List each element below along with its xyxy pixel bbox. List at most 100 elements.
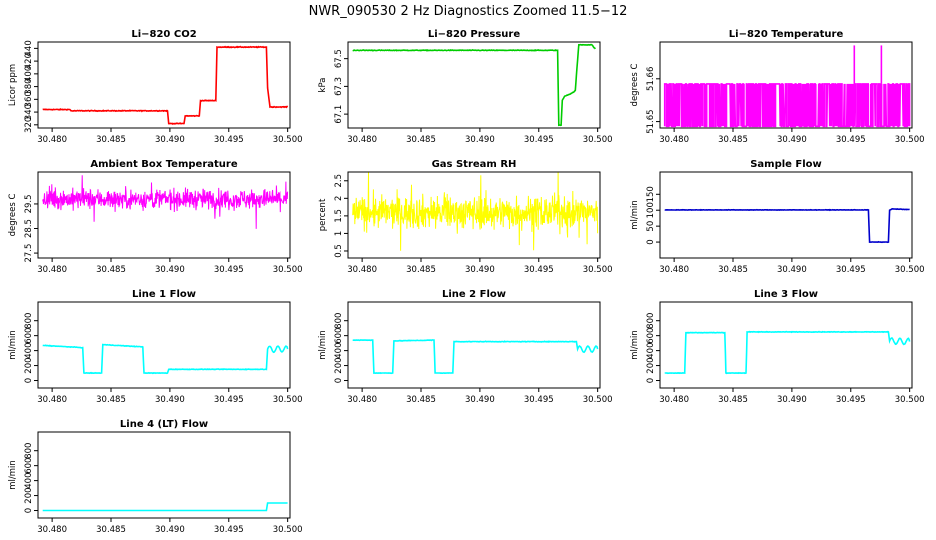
x-tick-label: 30.480 [347, 135, 377, 145]
x-tick-label: 30.495 [524, 265, 554, 275]
panel-title: Gas Stream RH [432, 159, 517, 170]
x-tick-label: 30.495 [836, 265, 866, 275]
x-tick-label: 30.480 [347, 265, 377, 275]
y-tick-label: 200 [24, 487, 34, 503]
x-tick-label: 30.490 [777, 395, 807, 405]
series-group [664, 207, 910, 244]
x-tick-label: 30.480 [659, 135, 689, 145]
series-line [42, 45, 289, 125]
y-tick-label: 200 [646, 357, 656, 373]
plot-frame [659, 171, 913, 259]
y-axis-label: ml/min [8, 330, 18, 360]
y-tick-label: 800 [646, 313, 656, 329]
y-tick-label: 2 [334, 196, 344, 201]
series-line [42, 175, 289, 229]
y-tick-label: 320 [24, 117, 34, 133]
y-tick-label: 0 [646, 239, 656, 244]
x-tick-label: 30.485 [718, 135, 748, 145]
y-tick-label: 67.1 [334, 105, 344, 124]
panel-li-820-co2: Li−820 CO2 30.480 30.485 30.490 30.495 30.500… [8, 29, 303, 145]
series-line [352, 339, 599, 375]
y-tick-label: 0 [646, 378, 656, 383]
y-tick-label: 27.5 [24, 244, 34, 263]
x-tick-label: 30.490 [155, 395, 185, 405]
figure-title: NWR_090530 2 Hz Diagnostics Zoomed 11.5−… [309, 4, 628, 19]
x-tick-label: 30.495 [836, 135, 866, 145]
plot-frame [37, 171, 291, 259]
x-tick-label: 30.500 [273, 265, 303, 275]
panel-title: Line 4 (LT) Flow [120, 419, 208, 430]
x-tick-label: 30.490 [465, 135, 495, 145]
x-tick-label: 30.480 [659, 395, 689, 405]
x-tick-label: 30.495 [524, 395, 554, 405]
series-group [42, 45, 289, 125]
series-group [352, 339, 599, 375]
x-tick-label: 30.500 [895, 135, 925, 145]
x-tick-label: 30.495 [214, 525, 244, 535]
y-tick-label: 360 [24, 91, 34, 107]
x-tick-label: 30.480 [37, 265, 67, 275]
y-tick-label: 67.3 [334, 77, 344, 96]
y-tick-label: 0.5 [334, 244, 344, 258]
y-axis-label: ml/min [8, 460, 18, 490]
y-axis-label: ml/min [630, 200, 640, 230]
y-tick-label: 0 [24, 508, 34, 513]
y-tick-label: 200 [334, 357, 344, 373]
x-tick-label: 30.500 [895, 395, 925, 405]
y-axis-label: degrees C [8, 194, 18, 237]
x-tick-label: 30.490 [777, 265, 807, 275]
y-tick-label: 800 [334, 313, 344, 329]
x-tick-label: 30.480 [37, 135, 67, 145]
panel-title: Line 3 Flow [754, 289, 818, 300]
panel-li-820-pressure: Li−820 Pressure 30.480 30.485 30.490 30.495 3… [318, 29, 613, 145]
x-tick-label: 30.480 [37, 395, 67, 405]
x-tick-label: 30.485 [718, 395, 748, 405]
panel-title: Li−820 Pressure [428, 29, 521, 40]
y-tick-label: 51.65 [646, 109, 656, 133]
x-tick-label: 30.485 [96, 135, 126, 145]
y-tick-label: 0 [24, 378, 34, 383]
x-tick-label: 30.500 [273, 525, 303, 535]
x-tick-label: 30.480 [659, 265, 689, 275]
y-tick-label: 380 [24, 78, 34, 94]
y-tick-label: 600 [334, 328, 344, 344]
x-tick-label: 30.490 [777, 135, 807, 145]
x-tick-label: 30.485 [406, 395, 436, 405]
y-tick-label: 28.5 [24, 219, 34, 238]
y-tick-label: 400 [24, 472, 34, 488]
x-tick-label: 30.500 [895, 265, 925, 275]
y-tick-label: 800 [24, 313, 34, 329]
panel-title: Line 2 Flow [442, 289, 506, 300]
plot-frame [37, 301, 291, 389]
y-tick-label: 200 [24, 357, 34, 373]
y-tick-label: 100 [646, 202, 656, 218]
y-tick-label: 67.5 [334, 49, 344, 68]
plot-frame [347, 171, 601, 259]
series-line [664, 207, 910, 244]
series-group [352, 172, 599, 251]
x-tick-label: 30.485 [406, 265, 436, 275]
y-tick-label: 340 [24, 104, 34, 120]
panel-title: Line 1 Flow [132, 289, 196, 300]
y-tick-label: 420 [24, 53, 34, 69]
y-tick-label: 440 [24, 40, 34, 56]
x-tick-label: 30.490 [155, 135, 185, 145]
y-tick-label: 51.66 [646, 67, 656, 91]
y-tick-label: 1.5 [334, 209, 344, 223]
series-line [42, 343, 289, 375]
y-tick-label: 50 [646, 221, 656, 232]
x-tick-label: 30.490 [465, 265, 495, 275]
x-tick-label: 30.500 [583, 395, 613, 405]
y-tick-label: 400 [24, 342, 34, 358]
y-axis-label: degrees C [630, 64, 640, 107]
y-tick-label: 0 [334, 378, 344, 383]
series-line [42, 502, 288, 512]
x-tick-label: 30.490 [155, 265, 185, 275]
y-tick-label: 600 [24, 328, 34, 344]
y-axis-label: Licor ppm [8, 64, 18, 106]
y-axis-label: ml/min [630, 330, 640, 360]
y-tick-label: 600 [646, 328, 656, 344]
y-tick-label: 600 [24, 458, 34, 474]
x-tick-label: 30.490 [155, 525, 185, 535]
